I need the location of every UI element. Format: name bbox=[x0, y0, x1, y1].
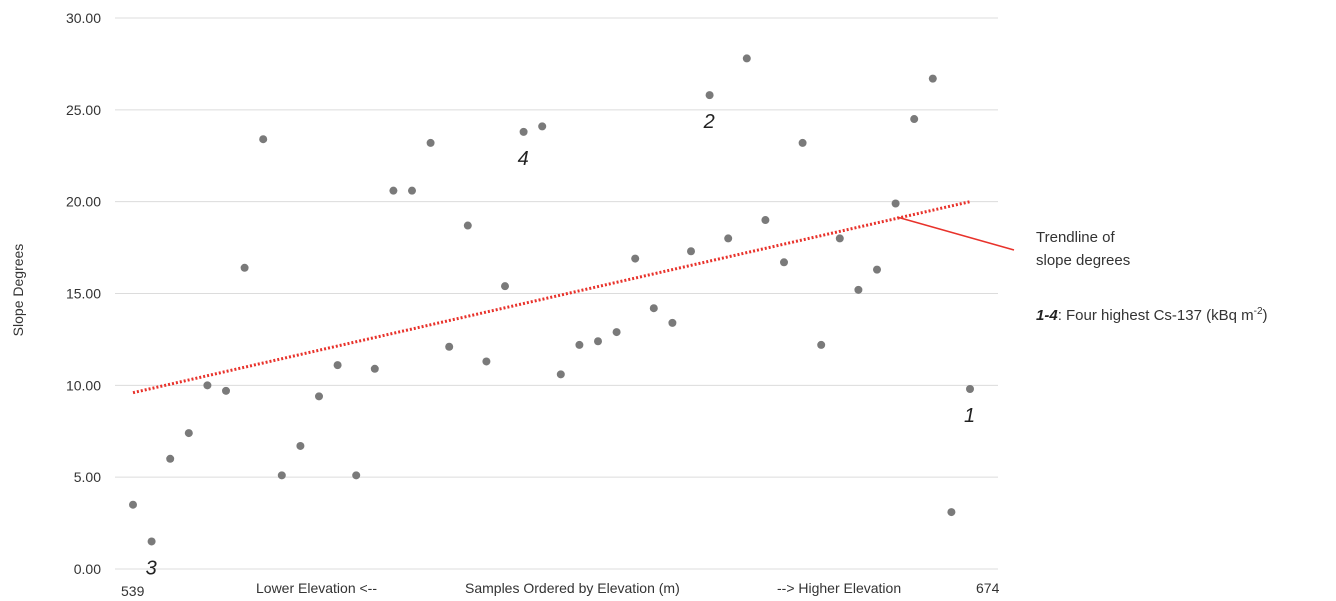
callout-text-line2: slope degrees bbox=[1036, 252, 1130, 269]
x-end-label: 674 bbox=[976, 580, 1000, 596]
y-tick-label: 0.00 bbox=[74, 561, 101, 577]
data-point bbox=[482, 357, 491, 366]
data-point bbox=[556, 370, 565, 379]
data-point bbox=[631, 254, 640, 263]
point-annotations: 1 2 3 4 bbox=[146, 111, 976, 579]
data-point bbox=[166, 454, 175, 463]
annotation-key-sup: -2 bbox=[1254, 306, 1263, 317]
data-point bbox=[240, 263, 249, 272]
y-tick-label: 10.00 bbox=[66, 377, 101, 393]
data-point bbox=[649, 304, 658, 313]
annotation-key: 1-4: Four highest Cs-137 (kBq m-2) bbox=[1036, 306, 1268, 324]
data-point bbox=[594, 337, 602, 346]
data-point bbox=[910, 115, 919, 124]
trendline bbox=[132, 200, 971, 395]
data-point bbox=[891, 199, 900, 208]
data-point bbox=[798, 138, 807, 147]
data-point bbox=[947, 508, 956, 517]
data-point bbox=[184, 429, 193, 438]
data-point bbox=[724, 234, 733, 243]
data-point bbox=[259, 135, 268, 144]
data-points bbox=[129, 54, 974, 546]
y-axis-ticks: 0.00 5.00 10.00 15.00 20.00 25.00 30.00 bbox=[66, 10, 101, 577]
data-point bbox=[426, 138, 435, 147]
gridlines bbox=[115, 17, 998, 570]
data-point bbox=[538, 122, 547, 131]
trendline-callout-line bbox=[896, 216, 1015, 251]
annotation-key-close: ) bbox=[1263, 307, 1268, 324]
data-point bbox=[612, 328, 621, 337]
y-tick-label: 25.00 bbox=[66, 102, 101, 118]
data-point bbox=[408, 186, 416, 195]
data-point bbox=[966, 385, 974, 394]
point-annotation-label: 4 bbox=[518, 148, 529, 170]
data-point bbox=[668, 318, 677, 327]
data-point bbox=[742, 54, 751, 63]
data-point bbox=[501, 282, 509, 291]
data-point bbox=[705, 91, 714, 100]
y-tick-label: 20.00 bbox=[66, 194, 101, 210]
data-point bbox=[463, 221, 472, 230]
data-point bbox=[352, 471, 361, 480]
y-tick-label: 15.00 bbox=[66, 286, 101, 302]
data-point bbox=[147, 537, 156, 546]
point-annotation-label: 3 bbox=[146, 557, 157, 579]
point-annotation-label: 1 bbox=[964, 405, 975, 427]
x-axis-label: Samples Ordered by Elevation (m) bbox=[465, 580, 680, 596]
data-point bbox=[315, 392, 323, 401]
data-point bbox=[873, 265, 881, 274]
data-point bbox=[780, 258, 788, 267]
annotation-key-text: : Four highest Cs-137 (kBq m bbox=[1058, 307, 1254, 324]
data-point bbox=[761, 216, 770, 225]
data-point bbox=[222, 386, 230, 395]
data-point bbox=[370, 364, 379, 373]
point-annotation-label: 2 bbox=[703, 111, 715, 133]
x-right-note: --> Higher Elevation bbox=[777, 580, 901, 596]
data-point bbox=[389, 186, 398, 195]
data-point bbox=[854, 285, 863, 294]
y-tick-label: 30.00 bbox=[66, 10, 101, 26]
data-point bbox=[445, 342, 454, 351]
data-point bbox=[835, 234, 844, 243]
annotation-key-label: 1-4 bbox=[1036, 307, 1058, 324]
data-point bbox=[928, 74, 937, 83]
data-point bbox=[575, 340, 584, 349]
data-point bbox=[687, 247, 695, 256]
data-point bbox=[203, 381, 212, 390]
data-point bbox=[296, 441, 305, 450]
x-start-label: 539 bbox=[121, 583, 145, 599]
callout-text-line1: Trendline of bbox=[1036, 229, 1115, 246]
y-tick-label: 5.00 bbox=[74, 469, 101, 485]
data-point bbox=[333, 361, 342, 370]
data-point bbox=[129, 500, 137, 509]
data-point bbox=[519, 127, 528, 136]
data-point bbox=[817, 340, 826, 349]
y-axis-label: Slope Degrees bbox=[10, 244, 26, 337]
data-point bbox=[277, 471, 286, 480]
x-left-note: Lower Elevation <-- bbox=[256, 580, 377, 596]
